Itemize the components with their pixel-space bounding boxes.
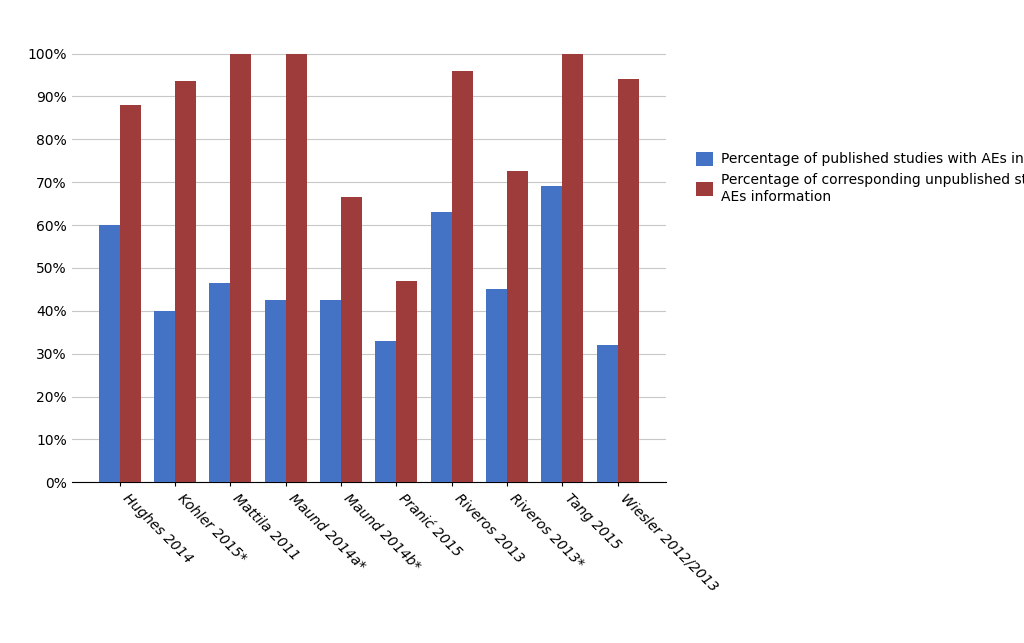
Bar	[264, 300, 286, 482]
Bar	[175, 82, 196, 482]
Bar	[98, 225, 120, 482]
Bar	[452, 71, 473, 482]
Bar	[341, 197, 362, 482]
Bar	[507, 172, 528, 482]
Bar	[319, 300, 341, 482]
Bar	[396, 281, 418, 482]
Bar	[617, 79, 639, 482]
Bar	[597, 345, 617, 482]
Bar	[542, 186, 562, 482]
Bar	[486, 289, 507, 482]
Bar	[230, 53, 251, 482]
Bar	[120, 105, 140, 482]
Bar	[209, 283, 230, 482]
Bar	[562, 53, 584, 482]
Legend: Percentage of published studies with AEs information, Percentage of correspondin: Percentage of published studies with AEs…	[696, 152, 1024, 204]
Bar	[431, 212, 452, 482]
Bar	[286, 53, 306, 482]
Bar	[375, 341, 396, 482]
Bar	[154, 311, 175, 482]
